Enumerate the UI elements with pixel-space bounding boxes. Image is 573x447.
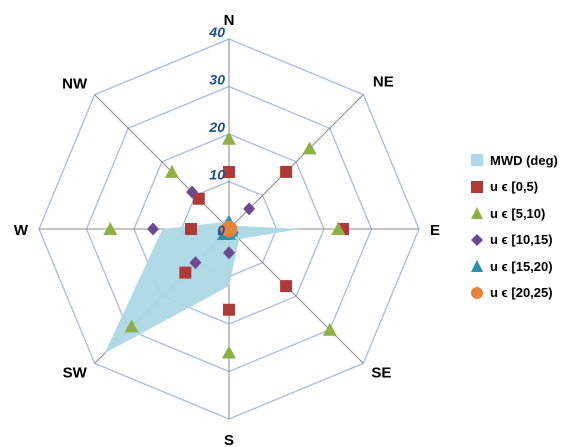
series-u-5-10-point-ne (302, 141, 317, 155)
series-u-5-10-point-se (322, 322, 337, 336)
spoke-se (228, 228, 364, 364)
legend-entry-u-5-10: u ϵ [5,10) (470, 200, 573, 227)
legend-label: u ϵ [5,10) (490, 205, 546, 221)
series-u-5-10-point-n (222, 131, 236, 145)
series-u-5-10-point-e (331, 222, 346, 235)
series-u-0-5-point-s (223, 303, 235, 316)
legend-symbol-u-20-25 (471, 286, 483, 299)
legend-symbol-u-0-5 (471, 180, 483, 193)
direction-label-w: W (14, 222, 29, 239)
legend-symbol-mwd-deg (471, 154, 483, 167)
legend-entry-mwd-deg: MWD (deg) (470, 147, 573, 174)
legend-entry-u-20-25: u ϵ [20,25) (470, 280, 573, 307)
legend-label: u ϵ [0,5) (490, 179, 539, 195)
series-u-5-10-point-nw (164, 164, 179, 178)
series-u-10-15-point-s (223, 246, 235, 260)
direction-labels: N NE E SE S SW W NW (14, 12, 440, 447)
legend-label: MWD (deg) (490, 152, 558, 168)
legend-symbol-u-10-15 (471, 233, 483, 246)
radial-tick-40: 40 (208, 24, 225, 40)
series-u-0-5-point-nw (192, 192, 205, 205)
direction-label-nw: NW (62, 76, 88, 93)
series-u-10-15-point-w (147, 222, 159, 236)
radial-tick-0: 0 (217, 222, 225, 238)
direction-label-s: S (224, 432, 234, 447)
series-u-5-10-point-w (103, 222, 118, 235)
series-u-0-5-point-se (280, 280, 293, 293)
direction-label-n: N (224, 12, 235, 29)
legend-label: u ϵ [15,20) (490, 258, 553, 274)
spoke-nw (94, 94, 230, 230)
series-mwd-deg-area (104, 214, 301, 354)
legend: MWD (deg) u ϵ [0,5) u ϵ [5,10) u ϵ [10,15) u… (470, 147, 573, 306)
radial-tick-20: 20 (208, 119, 225, 135)
radial-tick-labels: 0 10 20 30 40 (208, 24, 225, 238)
radial-tick-30: 30 (209, 72, 225, 88)
series-u-0-5-point-n (223, 166, 235, 178)
series-u-5-10-point-sw (124, 319, 139, 333)
series-u-0-5-point-sw (179, 266, 192, 279)
direction-label-e: E (430, 222, 440, 239)
series-u-10-15-point-nw (186, 185, 199, 199)
legend-label: u ϵ [10,15) (490, 232, 553, 248)
legend-entry-u-15-20: u ϵ [15,20) (470, 253, 573, 280)
series-u-0-5-point-w (185, 223, 197, 235)
marker-layer (103, 131, 349, 359)
mwd-area-layer (104, 214, 301, 354)
legend-label: u ϵ [20,25) (490, 285, 553, 301)
series-u-0-5-point-ne (280, 165, 293, 178)
series-u-10-15-point-ne (243, 202, 256, 216)
legend-symbol-u-15-20 (471, 260, 483, 273)
series-u-10-15-point-sw (189, 256, 202, 270)
direction-label-se: SE (371, 364, 391, 381)
series-u-20-25-point-nw (221, 221, 234, 234)
direction-label-sw: SW (63, 364, 88, 381)
series-u-5-10-point-s (222, 345, 236, 359)
legend-symbol-u-5-10 (471, 207, 483, 220)
radial-tick-10: 10 (209, 167, 225, 183)
legend-entry-u-0-5: u ϵ [0,5) (470, 174, 573, 201)
direction-label-ne: NE (373, 74, 394, 91)
legend-entry-u-10-15: u ϵ [10,15) (470, 227, 573, 254)
